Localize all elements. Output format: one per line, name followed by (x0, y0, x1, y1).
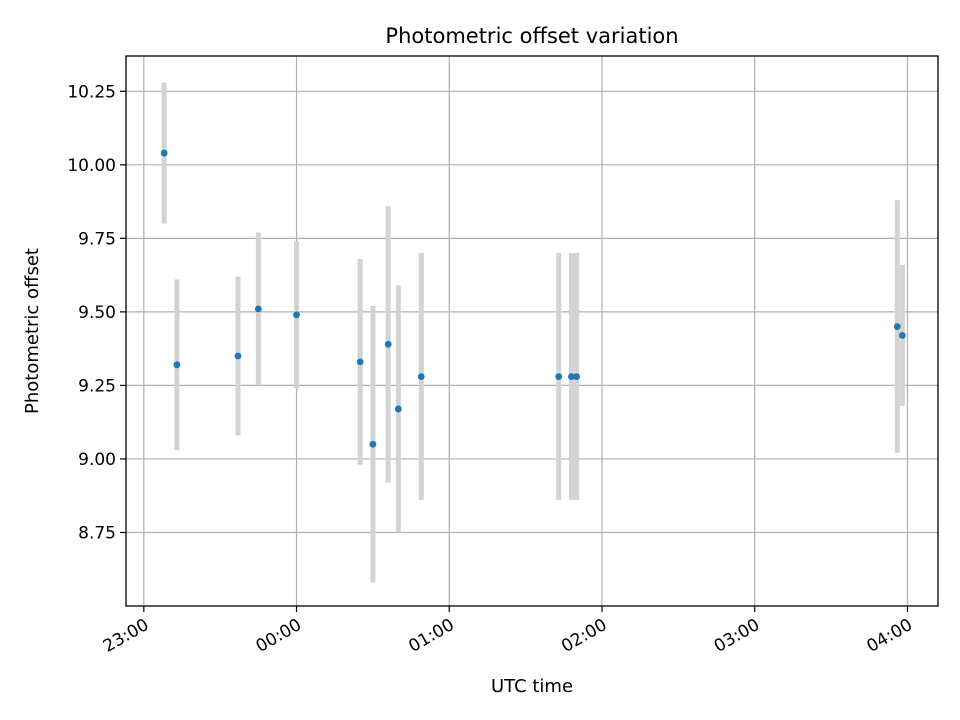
y-tick-label: 9.50 (78, 303, 116, 323)
data-point (573, 373, 580, 380)
data-point (898, 332, 906, 339)
data-point (384, 340, 392, 348)
y-tick-label: 9.75 (78, 229, 116, 249)
y-tick-label: 10.25 (67, 82, 116, 102)
y-tick-label: 9.00 (78, 450, 116, 470)
data-point (555, 373, 563, 380)
data-point (173, 361, 181, 369)
y-axis-title: Photometric offset (22, 248, 43, 414)
data-point (568, 373, 575, 380)
plot-frame (125, 55, 939, 607)
data-point (394, 405, 402, 413)
y-tick-label: 10.00 (67, 156, 116, 176)
data-point (254, 305, 262, 313)
data-point (234, 352, 242, 360)
data-point (293, 311, 300, 319)
marker-layer (160, 149, 906, 448)
y-tick-label: 8.75 (78, 523, 116, 543)
data-point (893, 323, 901, 330)
x-axis-title: UTC time (491, 676, 573, 697)
data-point (369, 440, 377, 448)
data-point (417, 373, 425, 380)
chart-title: Photometric offset variation (385, 24, 678, 48)
data-point (356, 358, 364, 366)
data-point (160, 149, 168, 157)
y-tick-label: 9.25 (78, 376, 116, 396)
